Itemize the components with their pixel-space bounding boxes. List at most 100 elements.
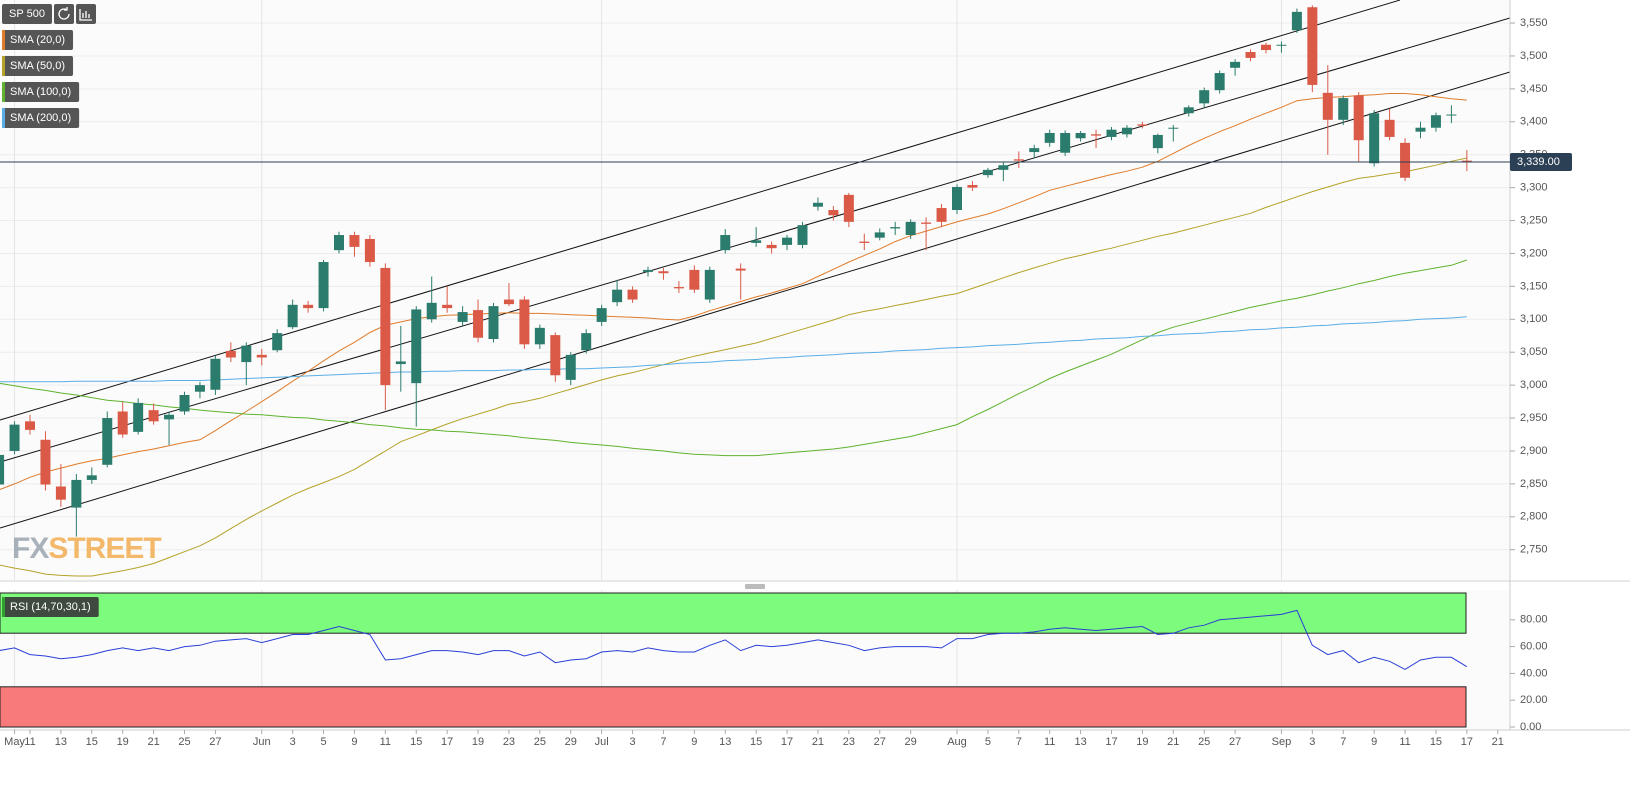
candle-body (1152, 134, 1163, 149)
y-tick-label: 3,200 (1520, 247, 1548, 259)
y-tick-label: 2,950 (1520, 412, 1548, 424)
rsi-tick-label: 60.00 (1520, 641, 1548, 653)
watermark-suffix: STREET (48, 532, 161, 565)
x-tick-label: 23 (843, 736, 855, 748)
candle-body (25, 421, 35, 430)
x-tick-label: 5 (320, 736, 326, 748)
x-tick-label: 13 (1074, 736, 1086, 748)
candle-body (967, 184, 978, 188)
indicator-name: SMA (200,0) (10, 112, 71, 124)
candle-body (766, 244, 777, 249)
panel-resize-handle[interactable] (745, 584, 765, 589)
candle-body (550, 335, 561, 376)
candle-body (843, 194, 854, 222)
candle-body (1446, 114, 1457, 116)
candle-body (874, 232, 885, 238)
candle-body (751, 240, 762, 243)
candle-body (998, 165, 1009, 170)
candle-body (1261, 44, 1271, 51)
candle-body (473, 310, 484, 338)
candle-body (1322, 92, 1333, 120)
candle-body (318, 262, 329, 309)
x-tick-label: 15 (410, 736, 422, 748)
candle-body (225, 350, 236, 358)
candle-body (1415, 127, 1426, 132)
candle-body (241, 345, 252, 363)
indicator-badge[interactable] (2, 82, 80, 102)
x-tick-label: 29 (905, 736, 917, 748)
x-tick-label: Jul (595, 736, 609, 748)
indicator-badge[interactable] (2, 56, 74, 76)
candle-body (364, 238, 375, 263)
candle-body (936, 208, 947, 222)
candle-body (1338, 98, 1349, 120)
symbol-badge[interactable] (2, 4, 52, 24)
y-tick-label: 3,100 (1520, 313, 1548, 325)
candle-body (534, 327, 545, 345)
x-tick-label: 17 (441, 736, 453, 748)
candle-body (1353, 95, 1364, 141)
candle-body (102, 418, 113, 465)
candle-body (411, 309, 422, 384)
x-tick-label: 25 (1198, 736, 1210, 748)
indicator-name: SMA (100,0) (10, 86, 71, 98)
x-tick-label: 7 (1016, 736, 1022, 748)
candle-body (9, 424, 20, 451)
indicator-badge[interactable] (2, 108, 80, 128)
candle-body (457, 312, 468, 322)
indicator-badge[interactable] (2, 30, 74, 50)
refresh-icon (58, 7, 70, 20)
candle-body (828, 210, 839, 216)
candle-body (0, 454, 5, 485)
y-tick-label: 2,850 (1520, 478, 1548, 490)
main-plot (0, 0, 1510, 577)
candle-body (1214, 73, 1225, 91)
candle-body (952, 186, 962, 211)
x-tick-label: 27 (1229, 736, 1241, 748)
last-price-label: 3,339.00 (1517, 156, 1560, 168)
y-tick-label: 3,250 (1520, 214, 1548, 226)
x-tick-label: 27 (209, 736, 221, 748)
candle-body (1245, 52, 1256, 58)
last-price-box (1510, 152, 1572, 171)
candle-body (689, 269, 700, 290)
candle-body (194, 385, 205, 392)
x-tick-label: 11 (1399, 736, 1410, 748)
candle-body (210, 358, 221, 390)
candle-body (735, 268, 746, 271)
candle-body (612, 289, 623, 303)
candle-body (1430, 115, 1441, 128)
x-tick-label: 27 (874, 736, 886, 748)
y-tick-label: 3,300 (1520, 182, 1548, 194)
candle-body (71, 479, 82, 508)
channel-line (0, 0, 1401, 421)
x-tick-label: 11 (24, 736, 35, 748)
candle-body (905, 221, 916, 236)
candle-body (86, 475, 97, 480)
x-tick-label: 9 (691, 736, 697, 748)
candle-body (380, 267, 391, 386)
candle-body (40, 439, 51, 485)
x-tick-label: 21 (1492, 736, 1504, 748)
x-tick-label: 3 (1309, 736, 1315, 748)
refresh-button[interactable] (54, 4, 74, 24)
x-tick-label: 29 (565, 736, 577, 748)
candle-body (1199, 90, 1210, 104)
rsi-badge-accent (2, 597, 5, 617)
y-tick-label: 3,050 (1520, 346, 1548, 358)
candle-body (658, 271, 669, 274)
candle-body (643, 269, 653, 272)
candle-body (782, 237, 793, 245)
candle-body (349, 235, 360, 247)
y-tick-label: 2,800 (1520, 511, 1548, 523)
x-tick-label: 19 (1136, 736, 1148, 748)
indicator-name: SMA (50,0) (10, 60, 65, 72)
rsi-badge[interactable] (2, 597, 99, 617)
indicator-icon (79, 9, 92, 21)
x-tick-label: 15 (750, 736, 762, 748)
x-tick-label: Aug (947, 736, 967, 748)
candle-body (581, 333, 592, 351)
channel-line (0, 17, 1510, 463)
x-tick-label: 17 (781, 736, 793, 748)
